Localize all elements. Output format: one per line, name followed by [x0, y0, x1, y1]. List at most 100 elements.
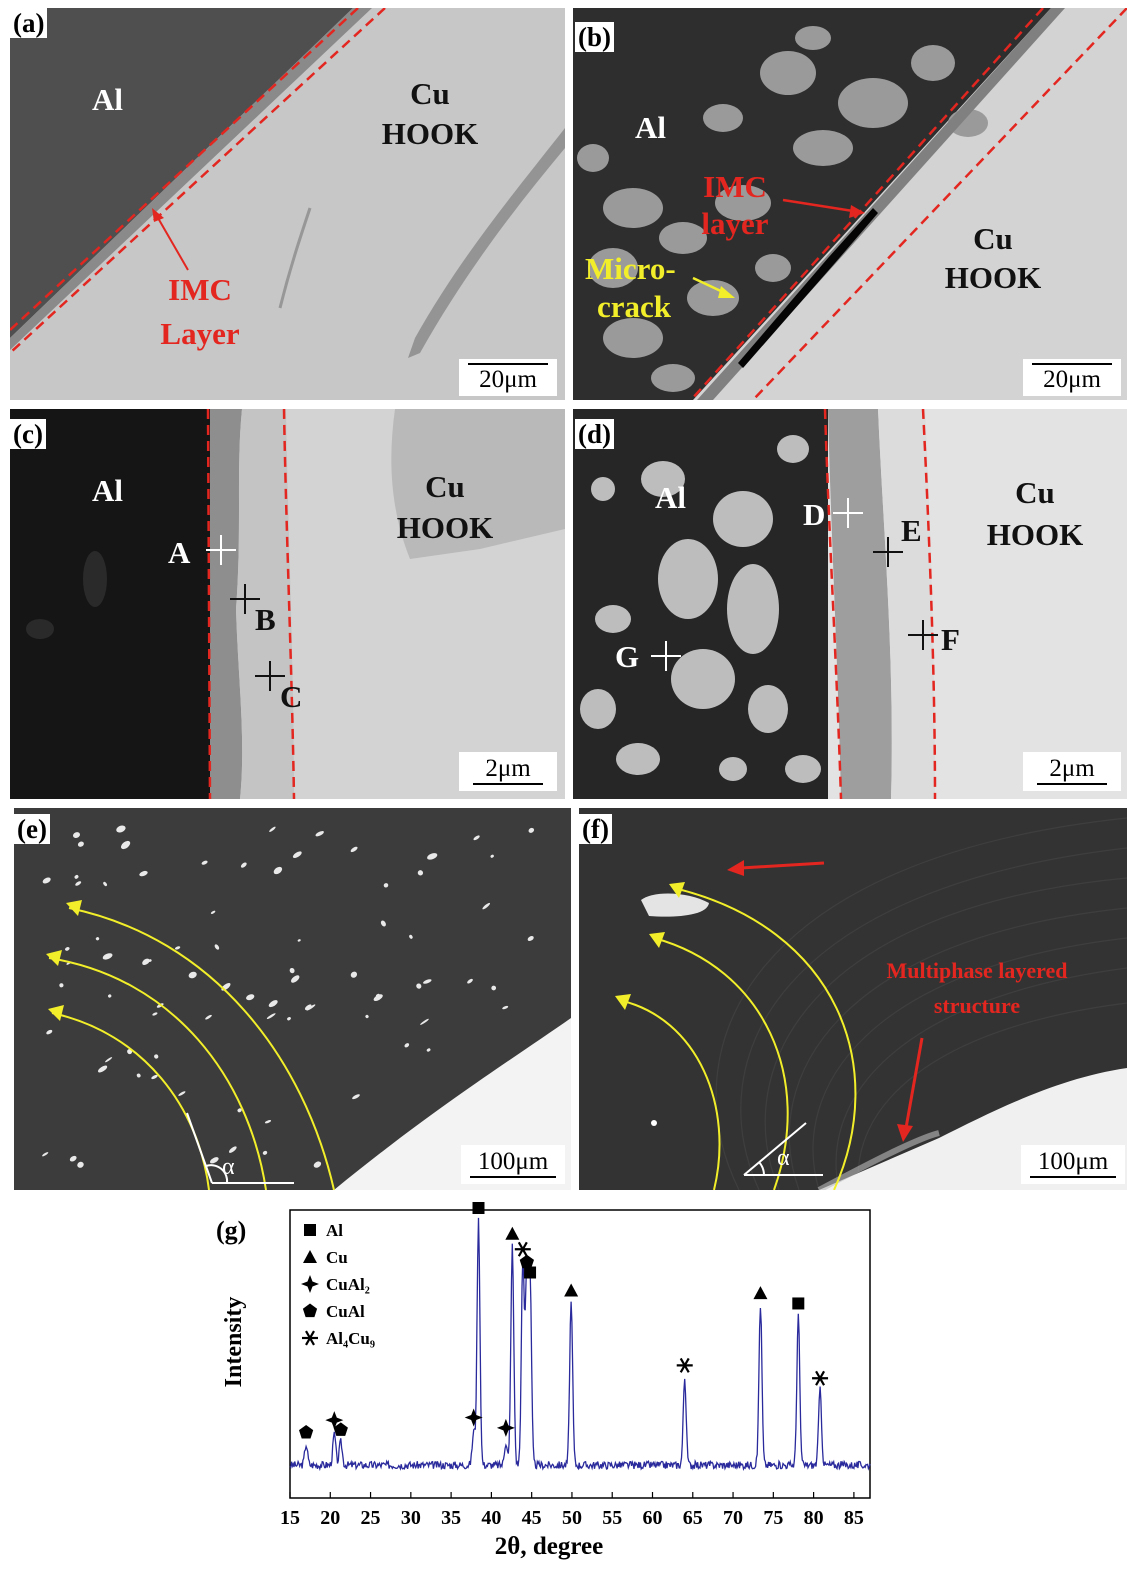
x-tick-label: 20	[320, 1507, 340, 1529]
peak-marker	[812, 1370, 829, 1386]
particle	[491, 985, 497, 991]
particle	[65, 947, 70, 951]
peak-marker	[564, 1283, 579, 1297]
panel-a-scale-text: 20μm	[479, 366, 537, 393]
peak-marker	[514, 1241, 531, 1257]
particle	[373, 994, 383, 1001]
particle	[416, 983, 422, 989]
particle	[315, 831, 324, 837]
legend-symbol	[303, 1250, 317, 1263]
x-tick-label: 30	[401, 1507, 421, 1529]
panel-e-alpha: α	[222, 1154, 235, 1180]
panel-c-micrograph	[10, 409, 565, 799]
legend-symbol	[302, 1330, 318, 1346]
scale-bar-line	[1030, 1176, 1116, 1178]
panel-g-xrd-chart: 15 20 25 30 35 40 45 50 55 60 65 70 75 80 85 Al Cu CuAl₂ C…	[216, 1200, 900, 1564]
panel-e-scale-bar: 100μm	[461, 1145, 565, 1184]
panel-d-scale-text: 2μm	[1049, 755, 1095, 782]
plot-frame	[289, 1209, 871, 1499]
particle	[304, 1004, 312, 1010]
panel-c-label: (c)	[10, 419, 46, 449]
x-axis-label: 2θ, degree	[494, 1533, 604, 1560]
particle	[383, 883, 389, 888]
panel-d-point-e: E	[901, 513, 922, 548]
panel-a-cu-label: Cu	[410, 76, 450, 111]
x-tick-label: 45	[522, 1507, 542, 1529]
x-tick-label: 70	[723, 1507, 743, 1529]
particle	[380, 920, 386, 927]
particle	[152, 1012, 158, 1016]
peak-marker	[753, 1286, 768, 1300]
particle	[105, 1057, 113, 1063]
panel-c-point-b: B	[255, 602, 276, 637]
particle	[42, 877, 51, 884]
panel-c-cu-label: Cu	[425, 469, 465, 504]
particle	[69, 1155, 77, 1162]
particle	[139, 870, 148, 877]
particle	[142, 958, 150, 966]
panel-b-hook-label: HOOK	[944, 260, 1042, 295]
x-tick-label: 75	[763, 1507, 783, 1529]
particle	[102, 953, 113, 960]
x-tick-label: 55	[602, 1507, 622, 1529]
legend-label: Cu	[326, 1248, 348, 1267]
scale-bar-line	[470, 1176, 556, 1178]
panel-d-al-label: Al	[655, 480, 686, 515]
particle	[75, 881, 82, 886]
particle	[287, 1017, 291, 1021]
particle	[482, 902, 491, 910]
panel-b-micrograph	[573, 8, 1127, 400]
panel-f-scale-bar: 100μm	[1021, 1145, 1125, 1184]
particle	[297, 939, 301, 942]
panel-b: (b) Al IMC layer Micro- crack Cu HOOK 20…	[573, 8, 1127, 400]
particle	[95, 937, 100, 941]
particle	[266, 1013, 276, 1019]
peak-marker	[464, 1408, 483, 1427]
particle	[178, 1091, 186, 1096]
panel-a-label: (a)	[10, 8, 48, 38]
panel-a: (a) Al Cu HOOK IMC Layer 20μm	[10, 8, 565, 400]
particle	[409, 934, 413, 939]
scale-bar-line	[1032, 363, 1112, 365]
star-stroke	[815, 1370, 826, 1386]
panel-b-cu-label: Cu	[973, 221, 1013, 256]
particle	[490, 854, 494, 858]
particle	[121, 840, 131, 850]
panel-f-structure-label: structure	[933, 993, 1021, 1018]
particle	[527, 936, 534, 941]
panel-d-point-g: G	[615, 639, 640, 674]
particle	[292, 851, 302, 858]
legend-label: Al₄Cu₉	[326, 1329, 375, 1348]
y-axis-label: Intensity	[221, 1296, 247, 1388]
panel-d-point-f: F	[941, 622, 960, 657]
peak-marker	[676, 1357, 693, 1373]
scale-bar-line	[1037, 783, 1107, 785]
panel-e-scale-text: 100μm	[477, 1148, 549, 1175]
particle	[528, 827, 535, 833]
particle	[136, 1073, 141, 1078]
xrd-pattern-line	[289, 1217, 871, 1472]
panel-g-label: (g)	[216, 1216, 247, 1245]
particle	[214, 944, 220, 950]
particle	[467, 978, 473, 984]
peak-marker	[505, 1226, 520, 1240]
particle	[240, 862, 247, 868]
particle	[77, 841, 84, 847]
particle	[201, 860, 208, 865]
particle	[46, 1029, 53, 1035]
x-tick-label: 40	[481, 1507, 501, 1529]
panel-b-scale-text: 20μm	[1043, 366, 1101, 393]
legend-symbol	[304, 1224, 316, 1236]
particle	[116, 825, 126, 833]
panel-e-label: (e)	[14, 814, 50, 844]
particle	[269, 826, 276, 832]
particle	[365, 1014, 369, 1019]
peak-marker	[325, 1411, 344, 1430]
star-stroke	[679, 1357, 690, 1373]
panel-f-multiphase-label: Multiphase layered	[886, 958, 1068, 983]
peak-marker	[524, 1266, 537, 1279]
particle	[313, 1161, 322, 1168]
particle	[74, 875, 79, 879]
peak-marker	[299, 1425, 314, 1439]
legend-symbol	[302, 1303, 318, 1318]
